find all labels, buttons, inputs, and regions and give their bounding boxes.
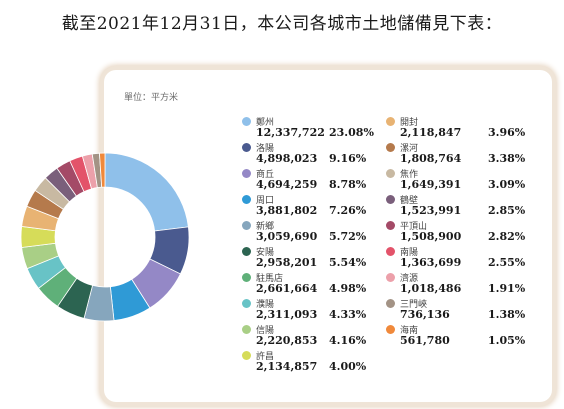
legend-swatch [386,117,395,126]
legend-city-name: 焦作 [400,170,419,180]
legend-area-value: 2,311,093 [256,308,318,321]
legend-area-value: 561,780 [400,334,450,347]
legend-city-name: 新鄉 [256,222,275,232]
legend-swatch [242,143,251,152]
legend-percentage: 4.98% [329,282,367,295]
legend-percentage: 7.26% [329,204,367,217]
legend-city-name: 許昌 [256,352,275,362]
legend-city-name: 信陽 [256,326,275,336]
legend-area-value: 12,337,722 [256,126,325,139]
legend-area-value: 1,649,391 [400,178,462,191]
legend-percentage: 2.85% [488,204,526,217]
legend-city-name: 平頂山 [400,222,428,232]
legend-area-value: 1,018,486 [400,282,462,295]
legend-area-value: 3,881,802 [256,204,318,217]
legend-swatch [386,195,395,204]
legend-swatch [386,143,395,152]
legend-area-value: 4,898,023 [256,152,318,165]
legend-swatch [242,351,251,360]
unit-label: 單位：平方米 [124,93,179,103]
legend-swatch [242,247,251,256]
legend-percentage: 23.08% [329,126,374,139]
legend-area-value: 4,694,259 [256,178,318,191]
legend-city-name: 周口 [256,196,275,206]
legend-swatch [242,299,251,308]
legend-city-name: 鄭州 [256,118,275,128]
legend-swatch [242,169,251,178]
legend-percentage: 1.05% [488,334,526,347]
legend-city-name: 海南 [400,326,419,336]
legend-percentage: 5.72% [329,230,367,243]
legend-percentage: 5.54% [329,256,367,269]
legend-city-name: 濟源 [400,274,419,284]
legend-swatch [242,273,251,282]
legend-area-value: 1,363,699 [400,256,462,269]
legend-city-name: 商丘 [256,170,275,180]
legend-percentage: 8.78% [329,178,367,191]
legend-swatch [386,169,395,178]
legend-area-value: 1,808,764 [400,152,462,165]
legend-percentage: 1.38% [488,308,526,321]
legend-swatch [242,117,251,126]
legend-swatch [242,195,251,204]
legend-swatch [386,325,395,334]
legend-area-value: 2,661,664 [256,282,318,295]
legend-percentage: 4.00% [329,360,367,373]
legend-percentage: 3.96% [488,126,526,139]
legend-area-value: 2,958,201 [256,256,318,269]
legend-city-name: 安陽 [256,248,275,258]
legend-swatch [386,299,395,308]
page-heading: 截至2021年12月31日，本公司各城市土地儲備見下表： [61,14,503,34]
donut-slice-1 [104,152,189,232]
legend-swatch [386,221,395,230]
legend-percentage: 3.09% [488,178,526,191]
legend-swatch [242,221,251,230]
legend-area-value: 1,508,900 [400,230,462,243]
legend-percentage: 2.55% [488,256,526,269]
legend-percentage: 4.33% [329,308,367,321]
legend-swatch [386,247,395,256]
legend-area-value: 2,220,853 [256,334,318,347]
legend-city-name: 濮陽 [256,300,275,310]
legend-city-name: 南陽 [400,248,419,258]
legend-city-name: 洛陽 [256,144,275,154]
legend-city-name: 漯河 [400,144,419,154]
legend-city-name: 開封 [400,118,419,128]
legend-area-value: 2,118,847 [400,126,462,139]
legend-percentage: 2.82% [488,230,526,243]
legend-percentage: 1.91% [488,282,526,295]
donut-chart [20,152,190,322]
legend-area-value: 1,523,991 [400,204,462,217]
legend-city-name: 鶴壁 [400,196,419,206]
legend-swatch [386,273,395,282]
legend-percentage: 4.16% [329,334,367,347]
legend-city-name: 駐馬店 [256,274,284,284]
legend-percentage: 3.38% [488,152,526,165]
legend-percentage: 9.16% [329,152,367,165]
donut-slice-19 [99,152,106,188]
legend-area-value: 3,059,690 [256,230,318,243]
legend-swatch [242,325,251,334]
legend-area-value: 736,136 [400,308,450,321]
legend-city-name: 三門峽 [400,300,428,310]
legend-area-value: 2,134,857 [256,360,318,373]
